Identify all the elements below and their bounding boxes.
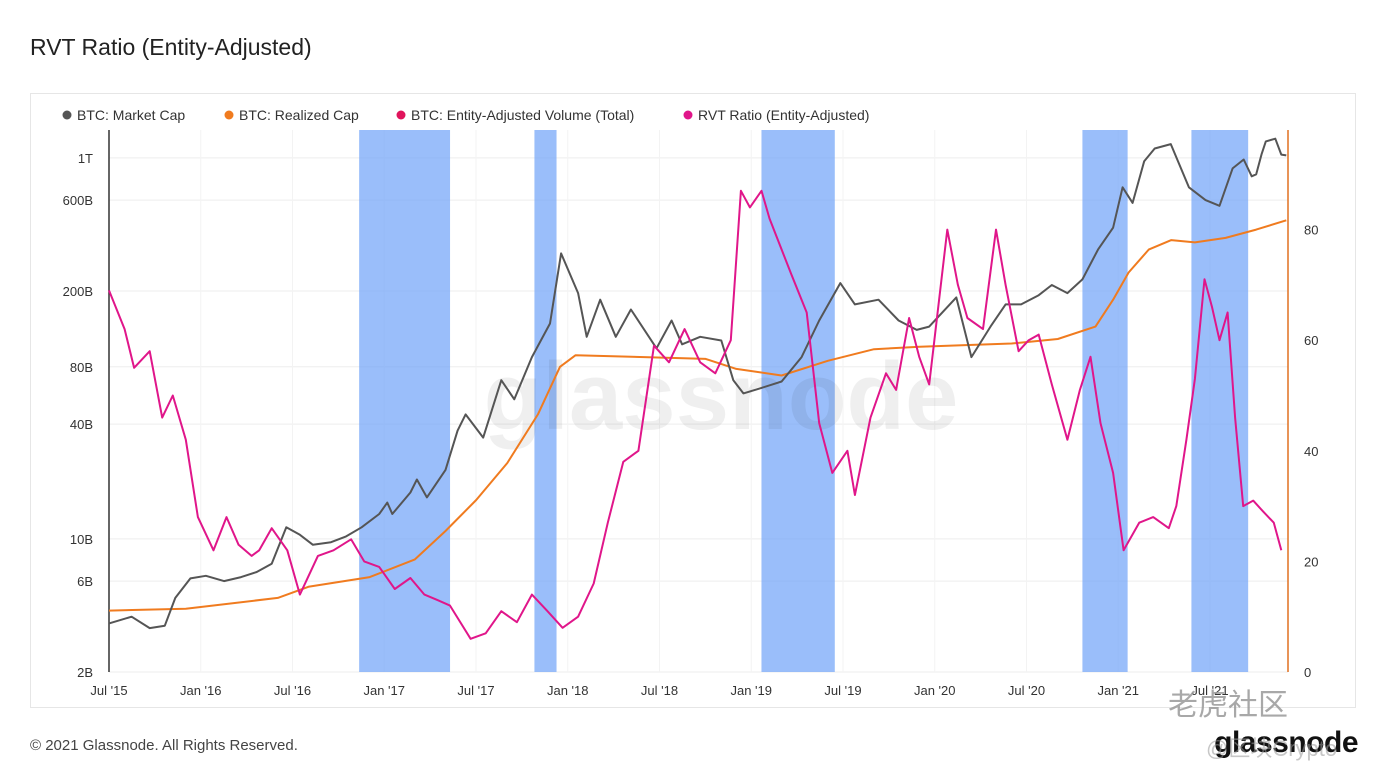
x-tick-label: Jul '16 (274, 683, 311, 698)
x-tick-label: Jan '16 (180, 683, 222, 698)
y-left-tick-label: 600B (63, 193, 93, 208)
legend-label: BTC: Realized Cap (239, 107, 359, 123)
y-left-tick-label: 1T (78, 151, 93, 166)
y-left-tick-label: 40B (70, 417, 93, 432)
brand-logo: glassnode (1214, 726, 1358, 759)
series-line-btc-realized-cap (108, 219, 1287, 612)
chart-svg: glassnode2B6B10B40B80B200B600B1T02040608… (62, 107, 1318, 698)
x-tick-label: Jul '18 (641, 683, 678, 698)
highlight-band-1 (534, 130, 557, 672)
legend-dot (396, 110, 406, 120)
copyright-footer: © 2021 Glassnode. All Rights Reserved. (30, 737, 298, 754)
x-tick-label: Jan '19 (730, 683, 772, 698)
x-tick-label: Jul '20 (1008, 683, 1045, 698)
x-tick-label: Jul '15 (90, 683, 127, 698)
corner-watermark-user: @区块Crypto (1206, 736, 1338, 761)
series-line-rvt-ratio-entity-adjusted- (108, 189, 1283, 640)
y-right-tick-label: 0 (1304, 665, 1311, 680)
highlight-band-2 (761, 130, 835, 672)
legend-item-3[interactable]: RVT Ratio (Entity-Adjusted) (683, 107, 870, 123)
legend-dot (224, 110, 234, 120)
series-line-btc-market-cap (108, 137, 1287, 630)
corner-watermark: 老虎社区 (1168, 689, 1288, 722)
x-tick-label: Jul '19 (824, 683, 861, 698)
page-title: RVT Ratio (Entity-Adjusted) (30, 34, 312, 60)
y-right-tick-label: 60 (1304, 333, 1318, 348)
x-tick-label: Jul '21 (1191, 683, 1228, 698)
x-tick-label: Jul '17 (457, 683, 494, 698)
legend-item-0[interactable]: BTC: Market Cap (62, 107, 186, 123)
y-left-tick-label: 10B (70, 532, 93, 547)
y-right-tick-label: 80 (1304, 223, 1318, 238)
legend-dot (62, 110, 72, 120)
y-left-tick-label: 6B (77, 574, 93, 589)
x-tick-label: Jan '18 (547, 683, 589, 698)
y-right-tick-label: 20 (1304, 554, 1318, 569)
legend-item-2[interactable]: BTC: Entity-Adjusted Volume (Total) (396, 107, 635, 123)
highlight-band-4 (1191, 130, 1249, 672)
y-left-tick-label: 2B (77, 665, 93, 680)
y-right-tick-label: 40 (1304, 444, 1318, 459)
y-left-tick-label: 80B (70, 360, 93, 375)
x-tick-label: Jan '20 (914, 683, 956, 698)
highlight-band-0 (359, 130, 451, 672)
highlight-band-3 (1082, 130, 1128, 672)
x-tick-label: Jan '21 (1097, 683, 1139, 698)
legend-label: BTC: Market Cap (77, 107, 185, 123)
chart-frame: glassnode 2B 6B 10B 40B 80B 200B 600B 1T 0 20 40 60 8… (30, 93, 1356, 708)
legend-label: RVT Ratio (Entity-Adjusted) (698, 107, 869, 123)
legend-dot (683, 110, 693, 120)
x-tick-label: Jan '17 (363, 683, 405, 698)
y-left-tick-label: 200B (63, 284, 93, 299)
legend-item-1[interactable]: BTC: Realized Cap (224, 107, 360, 123)
legend-label: BTC: Entity-Adjusted Volume (Total) (411, 107, 634, 123)
